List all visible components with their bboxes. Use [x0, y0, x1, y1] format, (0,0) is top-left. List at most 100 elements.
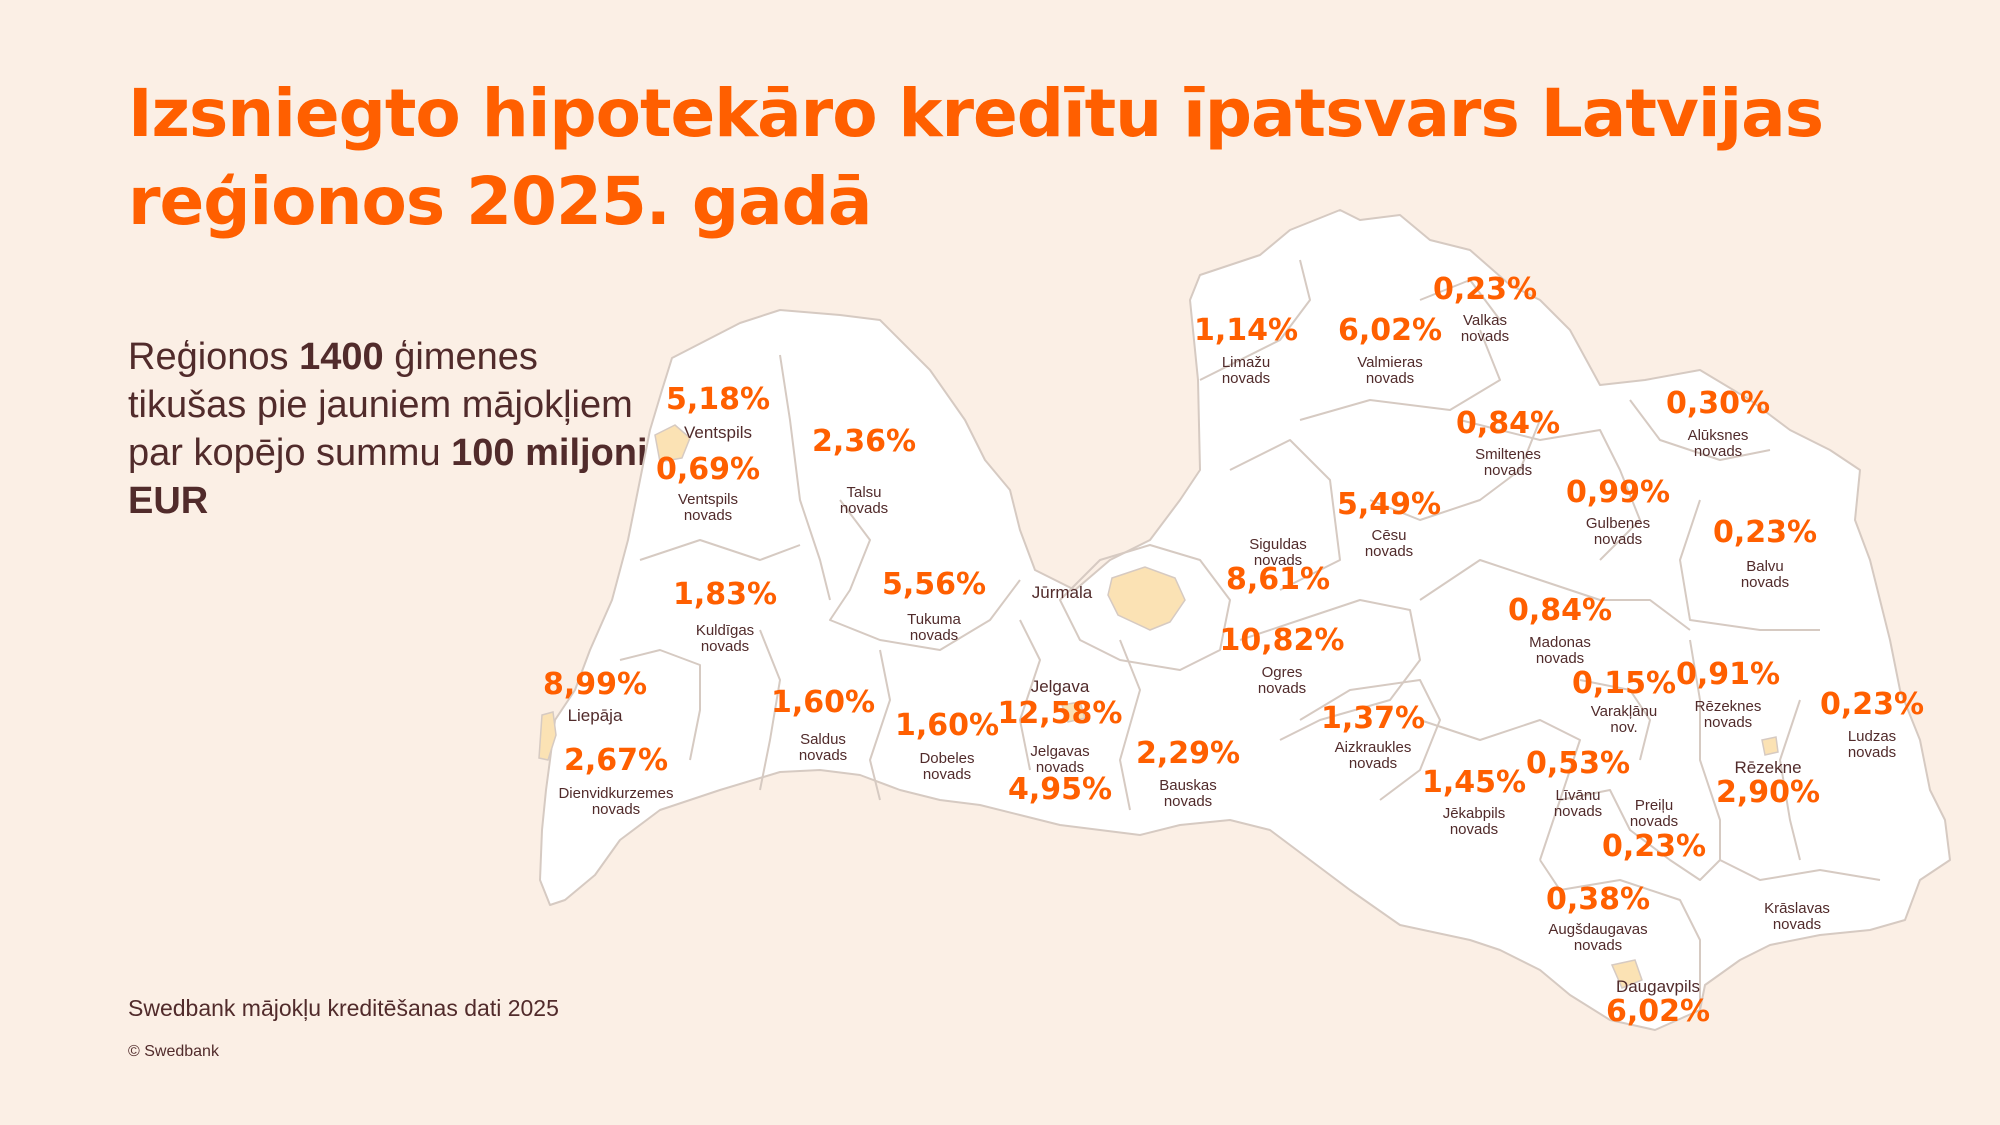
- region-name-line: Liepāja: [568, 706, 623, 725]
- jelgava-area: [1060, 701, 1086, 723]
- share-value: 8,61%: [1226, 562, 1330, 597]
- region-name-line: Valkas: [1463, 312, 1507, 329]
- map-label-cesu: 5,49% Cēsu novads: [1337, 487, 1441, 560]
- border-augsdaugavas: [1539, 859, 1701, 1010]
- share-value: 0,30%: [1666, 386, 1770, 421]
- region-name: Madonas novads: [1529, 634, 1591, 667]
- region-name-line: Jelgava: [1031, 677, 1090, 696]
- region-name: Varakļānu nov.: [1591, 703, 1657, 736]
- region-name-line: Jelgavas: [1030, 743, 1089, 760]
- map-label-daugavpils: 6,02%Daugavpils: [1606, 977, 1710, 1029]
- region-name: Talsu novads: [840, 484, 888, 517]
- region-name-line: novads: [799, 747, 847, 764]
- region-name-line: Ventspils: [678, 491, 738, 508]
- city-areas: [538, 424, 1779, 989]
- region-name-line: Gulbenes: [1586, 515, 1650, 532]
- region-name: Aizkraukles novads: [1335, 739, 1412, 772]
- region-borders: [619, 259, 1881, 1010]
- region-name-line: Kuldīgas: [696, 622, 754, 639]
- region-name: Smiltenes novads: [1475, 446, 1541, 479]
- share-value: 8,99%: [543, 667, 647, 702]
- border-ventspils-kuldiga: [639, 539, 801, 561]
- map-label-jelgavas-novads: 4,95%Jelgavas novads: [1008, 743, 1112, 807]
- share-value: 5,49%: [1337, 487, 1441, 522]
- region-name: Jelgavas novads: [1030, 743, 1089, 776]
- region-name: Ventspils: [684, 423, 752, 442]
- region-name-line: Līvānu: [1555, 787, 1600, 804]
- map-label-aluksnes: 0,30% Alūksnes novads: [1666, 386, 1770, 460]
- share-value: 0,23%: [1602, 829, 1706, 864]
- map-label-valkas: 0,23% Valkas novads: [1433, 272, 1537, 345]
- region-name-line: novads: [840, 500, 888, 517]
- map-label-aizkraukles: 1,37%Aizkraukles novads: [1321, 701, 1425, 772]
- region-name: Rēzeknes novads: [1695, 698, 1762, 731]
- border-jekabpils: [1419, 719, 1581, 861]
- map-label-madonas: 0,84% Madonas novads: [1508, 593, 1612, 667]
- border-kuldiga-liepaja: [619, 649, 701, 761]
- border-talsu-tukuma: [829, 499, 1021, 651]
- rezekne-area: [1761, 736, 1779, 756]
- share-value: 6,02%: [1338, 313, 1442, 348]
- region-name-line: novads: [923, 766, 971, 783]
- share-value: 0,69%: [656, 452, 760, 487]
- map-label-smiltenes: 0,84% Smiltenes novads: [1456, 406, 1560, 479]
- region-name-line: novads: [1704, 714, 1752, 731]
- region-name-line: Daugavpils: [1616, 977, 1700, 996]
- map-label-liepaja: 8,99% Liepāja: [543, 667, 647, 725]
- region-name-line: novads: [1574, 937, 1622, 954]
- region-name-line: Varakļānu: [1591, 703, 1657, 720]
- share-value: 2,67%: [564, 743, 668, 778]
- share-value: 0,23%: [1433, 272, 1537, 307]
- border-smiltenes-gulbenes: [1459, 419, 1641, 561]
- map-label-valmieras: 6,02% Valmieras novads: [1338, 313, 1442, 387]
- region-name: Jūrmala: [1032, 583, 1093, 602]
- map-label-siguldas: 8,61%Siguldas novads: [1226, 536, 1330, 597]
- region-name-line: novads: [1694, 443, 1742, 460]
- region-name: Limažu novads: [1222, 354, 1270, 387]
- region-name-line: Saldus: [800, 731, 846, 748]
- map-label-kraslavas: Krāslavas novads: [1764, 900, 1830, 933]
- region-name: Krāslavas novads: [1764, 900, 1830, 933]
- region-name-line: novads: [701, 638, 749, 655]
- region-name-line: novads: [1222, 370, 1270, 387]
- region-name-line: Preiļu: [1635, 797, 1673, 814]
- total-amount: 100 miljoni EUR: [128, 432, 648, 522]
- region-name-line: novads: [684, 507, 732, 524]
- share-value: 0,84%: [1456, 406, 1560, 441]
- region-name-line: novads: [1254, 552, 1302, 569]
- region-name-line: novads: [1594, 531, 1642, 548]
- region-name: Dienvidkurzemes novads: [558, 785, 673, 818]
- region-name: Līvānu novads: [1554, 787, 1602, 820]
- families-count: 1400: [299, 336, 384, 378]
- region-name-line: novads: [910, 627, 958, 644]
- share-value: 4,95%: [1008, 772, 1112, 807]
- region-name-line: novads: [1258, 680, 1306, 697]
- border-jelgavas: [1019, 619, 1041, 771]
- map-background: [539, 209, 1951, 1031]
- border-rezeknes: [1689, 639, 1721, 860]
- page-title: Izsniegto hipotekāro kredītu īpatsvars L…: [128, 75, 1824, 240]
- region-name: Dobeles novads: [919, 750, 974, 783]
- share-value: 0,53%: [1526, 746, 1630, 781]
- region-name-line: Ludzas: [1848, 728, 1896, 745]
- region-name: Siguldas novads: [1249, 536, 1307, 569]
- region-name: Valmieras novads: [1357, 354, 1423, 387]
- share-value: 0,84%: [1508, 593, 1612, 628]
- region-name: Preiļu novads: [1630, 797, 1678, 830]
- region-name-line: Valmieras: [1357, 354, 1423, 371]
- share-value: 10,82%: [1220, 623, 1345, 658]
- border-balvu: [1679, 499, 1820, 631]
- region-name: Ludzas novads: [1848, 728, 1896, 761]
- border-dobeles: [869, 649, 891, 801]
- region-name-line: Ventspils: [684, 423, 752, 442]
- region-name-line: Aizkraukles: [1335, 739, 1412, 756]
- share-value: 1,60%: [771, 685, 875, 720]
- region-name-line: Krāslavas: [1764, 900, 1830, 917]
- share-value: 0,23%: [1713, 515, 1817, 550]
- share-value: 2,36%: [812, 424, 916, 459]
- map-label-ludzas: 0,23% Ludzas novads: [1820, 687, 1924, 761]
- map-label-ventspils-novads: 0,69% Ventspils novads: [656, 452, 760, 524]
- region-name-line: novads: [592, 801, 640, 818]
- map-label-jekabpils: 1,45% Jēkabpils novads: [1422, 765, 1526, 838]
